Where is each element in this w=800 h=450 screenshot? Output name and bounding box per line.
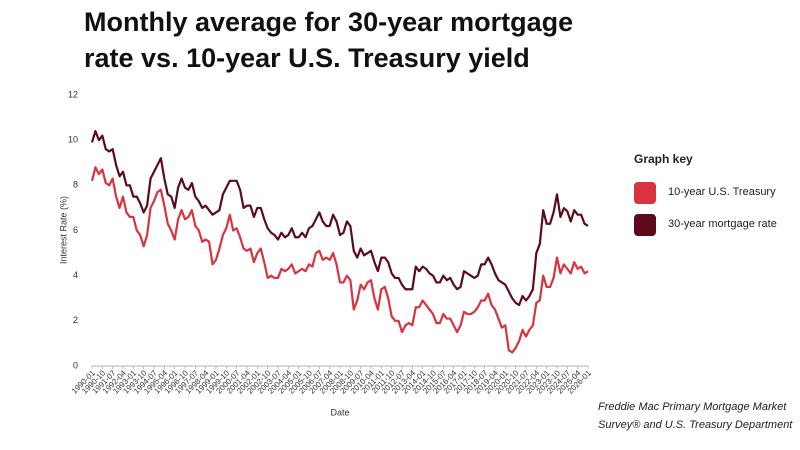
legend-item: 30-year mortgage rate [634, 214, 794, 236]
legend-label: 10-year U.S. Treasury [668, 186, 776, 198]
source-note: Freddie Mac Primary Mortgage Market Surv… [598, 401, 793, 431]
legend-swatch [634, 214, 656, 236]
series-line [90, 130, 589, 307]
y-tick-label: 2 [73, 315, 78, 325]
chart: Date Interest Rate (%) 0246810121990-011… [58, 89, 593, 417]
y-tick-label: 4 [73, 270, 78, 280]
chart-title: Monthly average for 30-year mortgage rat… [84, 7, 574, 73]
y-tick-label: 6 [73, 225, 78, 235]
legend-title: Graph key [634, 152, 693, 166]
legend-item: 10-year U.S. Treasury [634, 182, 794, 204]
y-axis-label: Interest Rate (%) [58, 196, 68, 264]
series-line [90, 166, 589, 354]
legend-label: 30-year mortgage rate [668, 218, 777, 230]
y-tick-label: 8 [73, 180, 78, 190]
legend-swatch [634, 182, 656, 204]
y-tick-label: 0 [73, 360, 78, 370]
x-axis-label: Date [330, 407, 349, 417]
y-tick-label: 10 [68, 135, 78, 145]
legend: Graph key 10-year U.S. Treasury 30-year m… [634, 152, 794, 246]
y-tick-label: 12 [68, 89, 78, 99]
